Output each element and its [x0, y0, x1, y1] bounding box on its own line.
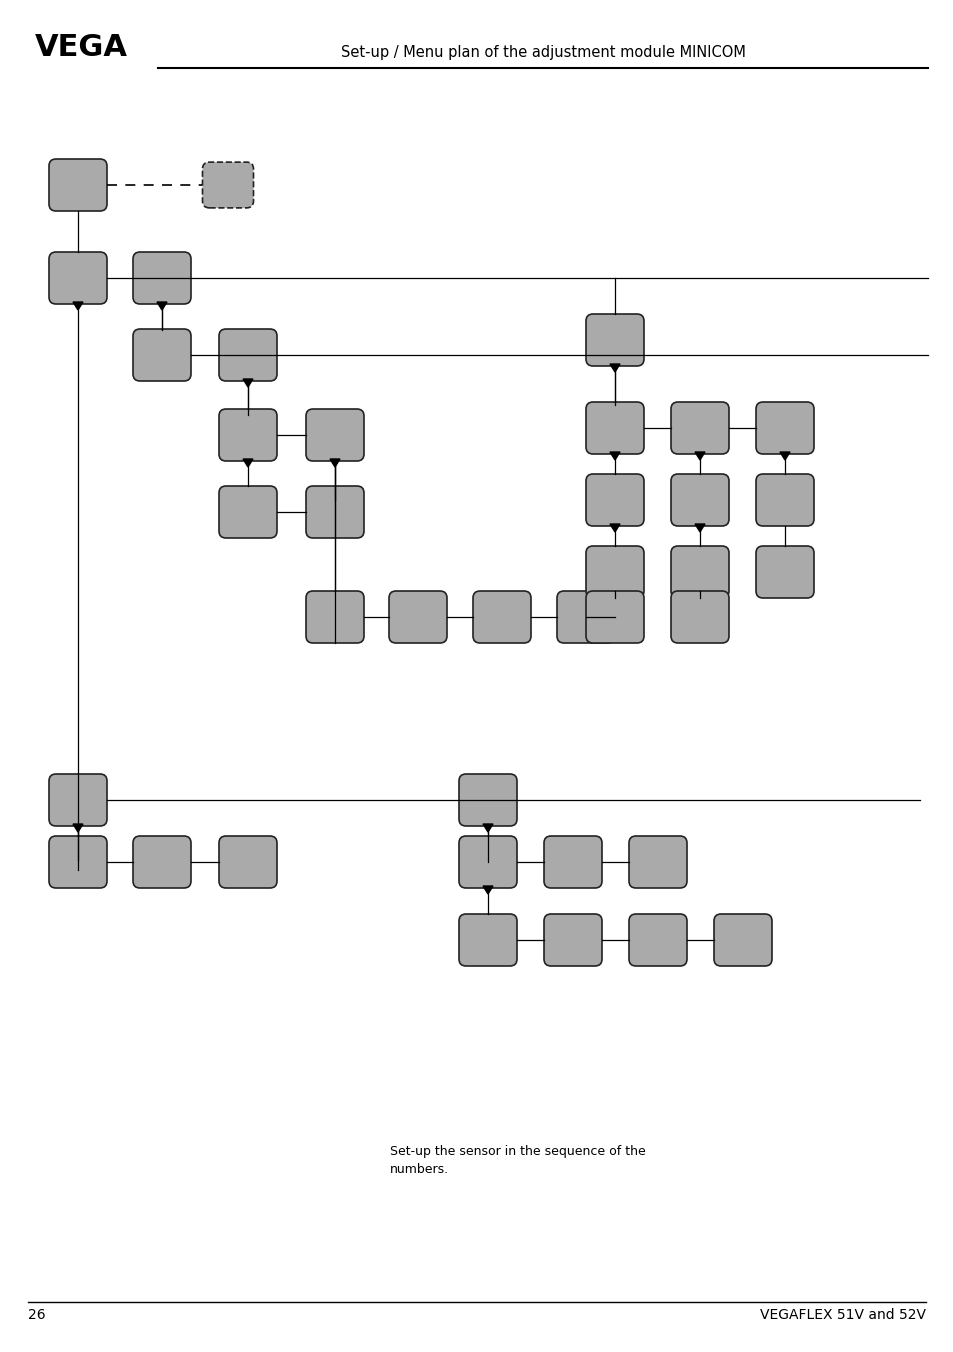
FancyBboxPatch shape — [132, 329, 191, 381]
Text: 26: 26 — [28, 1307, 46, 1322]
Polygon shape — [243, 458, 253, 466]
FancyBboxPatch shape — [219, 836, 276, 888]
FancyBboxPatch shape — [585, 591, 643, 644]
FancyBboxPatch shape — [543, 836, 601, 888]
FancyBboxPatch shape — [49, 836, 107, 888]
FancyBboxPatch shape — [670, 591, 728, 644]
FancyBboxPatch shape — [49, 773, 107, 826]
FancyBboxPatch shape — [49, 251, 107, 304]
Polygon shape — [73, 823, 83, 831]
FancyBboxPatch shape — [670, 402, 728, 454]
FancyBboxPatch shape — [670, 475, 728, 526]
Text: VEGA: VEGA — [35, 34, 128, 62]
FancyBboxPatch shape — [458, 914, 517, 965]
FancyBboxPatch shape — [755, 475, 813, 526]
FancyBboxPatch shape — [585, 402, 643, 454]
Polygon shape — [157, 301, 167, 310]
FancyBboxPatch shape — [458, 773, 517, 826]
Polygon shape — [780, 452, 789, 460]
Polygon shape — [482, 886, 493, 894]
Polygon shape — [243, 379, 253, 387]
FancyBboxPatch shape — [713, 914, 771, 965]
Text: Set-up the sensor in the sequence of the
numbers.: Set-up the sensor in the sequence of the… — [390, 1145, 645, 1176]
FancyBboxPatch shape — [306, 485, 364, 538]
FancyBboxPatch shape — [132, 251, 191, 304]
Polygon shape — [695, 525, 704, 531]
FancyBboxPatch shape — [219, 410, 276, 461]
FancyBboxPatch shape — [49, 160, 107, 211]
Polygon shape — [330, 458, 339, 466]
Polygon shape — [482, 823, 493, 831]
FancyBboxPatch shape — [628, 836, 686, 888]
Text: Set-up / Menu plan of the adjustment module MINICOM: Set-up / Menu plan of the adjustment mod… — [340, 45, 744, 59]
FancyBboxPatch shape — [219, 329, 276, 381]
FancyBboxPatch shape — [219, 485, 276, 538]
FancyBboxPatch shape — [585, 475, 643, 526]
FancyBboxPatch shape — [306, 410, 364, 461]
FancyBboxPatch shape — [585, 546, 643, 598]
FancyBboxPatch shape — [755, 402, 813, 454]
FancyBboxPatch shape — [543, 914, 601, 965]
FancyBboxPatch shape — [473, 591, 531, 644]
FancyBboxPatch shape — [132, 836, 191, 888]
FancyBboxPatch shape — [670, 546, 728, 598]
Polygon shape — [73, 301, 83, 310]
FancyBboxPatch shape — [557, 591, 615, 644]
FancyBboxPatch shape — [585, 314, 643, 366]
FancyBboxPatch shape — [306, 591, 364, 644]
FancyBboxPatch shape — [389, 591, 447, 644]
Polygon shape — [695, 452, 704, 460]
Polygon shape — [609, 364, 619, 372]
FancyBboxPatch shape — [202, 162, 253, 208]
FancyBboxPatch shape — [628, 914, 686, 965]
Polygon shape — [609, 525, 619, 531]
FancyBboxPatch shape — [458, 836, 517, 888]
Polygon shape — [609, 452, 619, 460]
FancyBboxPatch shape — [755, 546, 813, 598]
Text: VEGAFLEX 51V and 52V: VEGAFLEX 51V and 52V — [760, 1307, 925, 1322]
